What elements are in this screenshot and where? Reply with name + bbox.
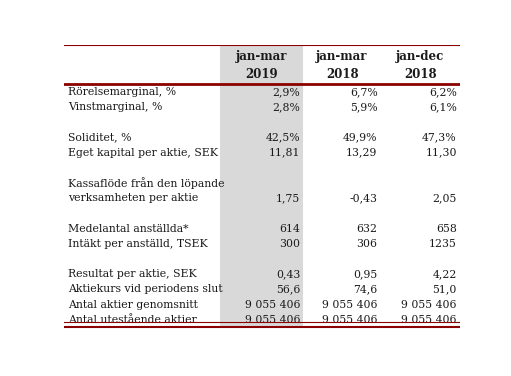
Text: Antal utestående aktier: Antal utestående aktier <box>68 315 197 325</box>
Text: -0,43: -0,43 <box>350 193 378 203</box>
Text: Resultat per aktie, SEK: Resultat per aktie, SEK <box>68 269 197 279</box>
Text: 0,95: 0,95 <box>353 269 378 279</box>
Text: 11,81: 11,81 <box>269 148 300 158</box>
Text: jan-mar: jan-mar <box>316 50 368 63</box>
Text: 2018: 2018 <box>404 68 436 81</box>
Text: 2,8%: 2,8% <box>272 102 300 112</box>
Text: jan-dec: jan-dec <box>396 50 445 63</box>
Text: Eget kapital per aktie, SEK: Eget kapital per aktie, SEK <box>68 148 218 158</box>
Text: Aktiekurs vid periodens slut: Aktiekurs vid periodens slut <box>68 284 222 294</box>
Text: 9 055 406: 9 055 406 <box>322 315 378 325</box>
Text: 658: 658 <box>436 224 457 233</box>
Bar <box>220 84 304 327</box>
Text: 2,9%: 2,9% <box>272 87 300 97</box>
Text: 4,22: 4,22 <box>432 269 457 279</box>
Text: 13,29: 13,29 <box>346 148 378 158</box>
Text: 9 055 406: 9 055 406 <box>401 315 457 325</box>
Text: 56,6: 56,6 <box>276 284 300 294</box>
Text: 5,9%: 5,9% <box>350 102 378 112</box>
Text: 74,6: 74,6 <box>353 284 378 294</box>
Text: 1235: 1235 <box>429 239 457 249</box>
Text: 306: 306 <box>357 239 378 249</box>
Text: Antal aktier genomsnitt: Antal aktier genomsnitt <box>68 300 198 309</box>
Text: Kassaflöde från den löpande: Kassaflöde från den löpande <box>68 177 224 189</box>
Text: 49,9%: 49,9% <box>343 132 378 143</box>
Text: Medelantal anställda*: Medelantal anställda* <box>68 224 189 233</box>
Text: 0,43: 0,43 <box>276 269 300 279</box>
Text: 9 055 406: 9 055 406 <box>322 300 378 309</box>
Text: Rörelsemarginal, %: Rörelsemarginal, % <box>68 87 176 97</box>
Text: 2018: 2018 <box>326 68 358 81</box>
Text: 42,5%: 42,5% <box>266 132 300 143</box>
Text: verksamheten per aktie: verksamheten per aktie <box>68 193 198 203</box>
Text: 6,2%: 6,2% <box>429 87 457 97</box>
Text: 6,7%: 6,7% <box>350 87 378 97</box>
Text: 51,0: 51,0 <box>432 284 457 294</box>
Text: 1,75: 1,75 <box>276 193 300 203</box>
Text: 300: 300 <box>280 239 300 249</box>
Text: 614: 614 <box>280 224 300 233</box>
Text: Vinstmarginal, %: Vinstmarginal, % <box>68 102 162 112</box>
Text: 2019: 2019 <box>246 68 278 81</box>
Text: 6,1%: 6,1% <box>429 102 457 112</box>
Text: 632: 632 <box>357 224 378 233</box>
Text: 9 055 406: 9 055 406 <box>245 300 300 309</box>
Text: 9 055 406: 9 055 406 <box>245 315 300 325</box>
Bar <box>220 45 304 84</box>
Text: 2,05: 2,05 <box>432 193 457 203</box>
Text: 47,3%: 47,3% <box>422 132 457 143</box>
Text: Intäkt per anställd, TSEK: Intäkt per anställd, TSEK <box>68 239 207 249</box>
Text: 9 055 406: 9 055 406 <box>401 300 457 309</box>
Text: Soliditet, %: Soliditet, % <box>68 132 131 143</box>
Text: 11,30: 11,30 <box>425 148 457 158</box>
Text: jan-mar: jan-mar <box>236 50 288 63</box>
